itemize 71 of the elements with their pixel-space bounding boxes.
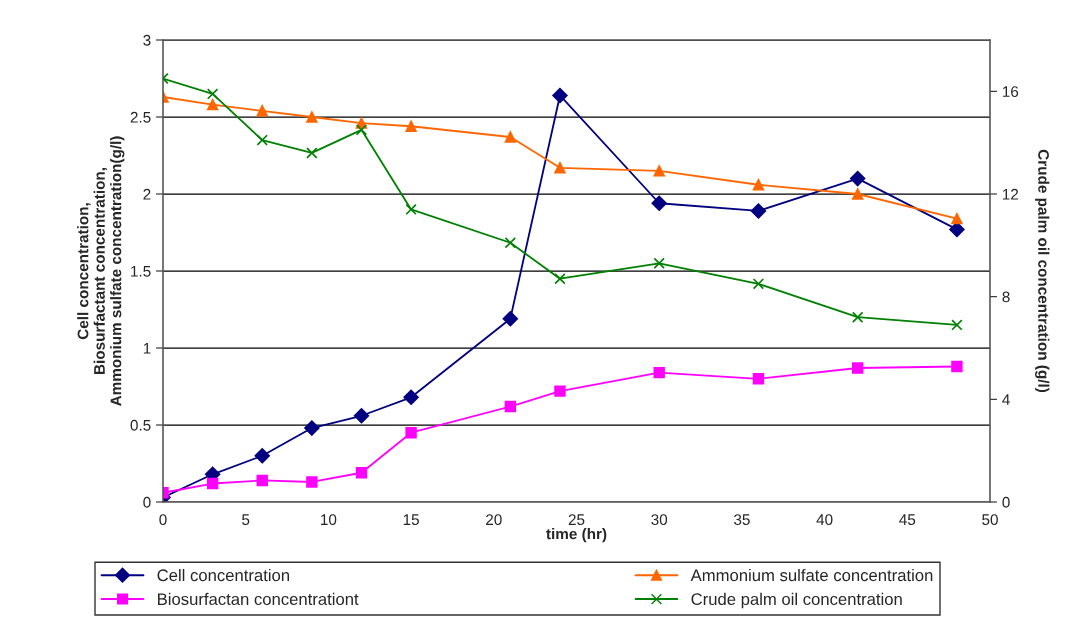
x-tick-label: 5 bbox=[242, 514, 250, 526]
x-tick-label: 30 bbox=[651, 514, 668, 526]
point bbox=[355, 124, 368, 136]
point bbox=[306, 147, 318, 159]
point bbox=[554, 162, 566, 174]
point bbox=[752, 373, 765, 385]
point bbox=[206, 477, 219, 490]
x-tick-label: 40 bbox=[816, 514, 833, 526]
point bbox=[851, 311, 864, 323]
point bbox=[651, 195, 667, 211]
point bbox=[306, 111, 318, 123]
x-axis-title: time (hr) bbox=[546, 528, 607, 543]
x-tick-label: 35 bbox=[733, 514, 750, 526]
point bbox=[851, 362, 864, 374]
point bbox=[951, 360, 963, 373]
x-tick-label: 0 bbox=[159, 514, 167, 526]
point bbox=[750, 203, 767, 219]
point bbox=[504, 131, 517, 143]
point bbox=[306, 476, 318, 488]
y-tick-label: 1.5 bbox=[131, 266, 151, 277]
point bbox=[502, 311, 519, 327]
point bbox=[405, 120, 417, 132]
legend-label: Ammonium sulfate concentration bbox=[690, 568, 933, 582]
point bbox=[403, 389, 419, 405]
point bbox=[752, 278, 765, 290]
y2-tick-label: 0 bbox=[1002, 496, 1010, 508]
point bbox=[653, 366, 665, 379]
legend-label: Biosurfactan concentrationt bbox=[158, 592, 359, 606]
y2-tick-label: 8 bbox=[1002, 291, 1010, 303]
point bbox=[951, 212, 963, 225]
point bbox=[504, 237, 517, 249]
point bbox=[405, 203, 417, 216]
x-tick-label: 15 bbox=[403, 514, 419, 526]
point bbox=[504, 400, 517, 413]
point bbox=[653, 165, 665, 177]
point bbox=[256, 105, 268, 117]
y-tick-label: 1 bbox=[143, 343, 151, 354]
y2-tick-label: 4 bbox=[1002, 394, 1010, 405]
y2-tick-label: 16 bbox=[1002, 86, 1019, 98]
point bbox=[206, 98, 219, 111]
point bbox=[206, 88, 219, 100]
y-axis-title: Cell concentration, Biosurfactant concentration, Ammonium sulfate concentration(g/l) bbox=[77, 136, 125, 406]
point bbox=[256, 134, 268, 146]
y-tick-label: 0 bbox=[143, 496, 151, 508]
x-tick-label: 45 bbox=[899, 514, 916, 526]
y-tick-label: 2.5 bbox=[130, 111, 151, 123]
point bbox=[849, 170, 866, 187]
x-tick-label: 10 bbox=[321, 514, 337, 526]
point bbox=[653, 257, 665, 269]
y2-axis-title: Crude palm oil concentration (g/l) bbox=[1035, 149, 1050, 393]
point bbox=[554, 385, 566, 397]
x-tick-label: 50 bbox=[982, 514, 998, 526]
point bbox=[405, 427, 417, 439]
legend-label: Cell concentration bbox=[157, 568, 289, 582]
x-tick-label: 25 bbox=[568, 514, 585, 526]
point bbox=[254, 448, 270, 464]
y2-tick-label: 12 bbox=[1002, 188, 1019, 200]
point bbox=[554, 273, 566, 285]
y-tick-label: 0.5 bbox=[130, 419, 151, 431]
point bbox=[353, 408, 370, 424]
point bbox=[951, 319, 963, 331]
point bbox=[851, 188, 864, 200]
point bbox=[256, 474, 268, 487]
legend-label: Crude palm oil concentration bbox=[691, 592, 902, 609]
point bbox=[552, 87, 568, 104]
y-tick-label: 2 bbox=[143, 188, 151, 200]
point bbox=[752, 179, 765, 191]
point bbox=[355, 467, 368, 479]
point bbox=[304, 420, 320, 436]
x-tick-label: 20 bbox=[486, 514, 502, 526]
y-tick-label: 3 bbox=[143, 34, 151, 46]
